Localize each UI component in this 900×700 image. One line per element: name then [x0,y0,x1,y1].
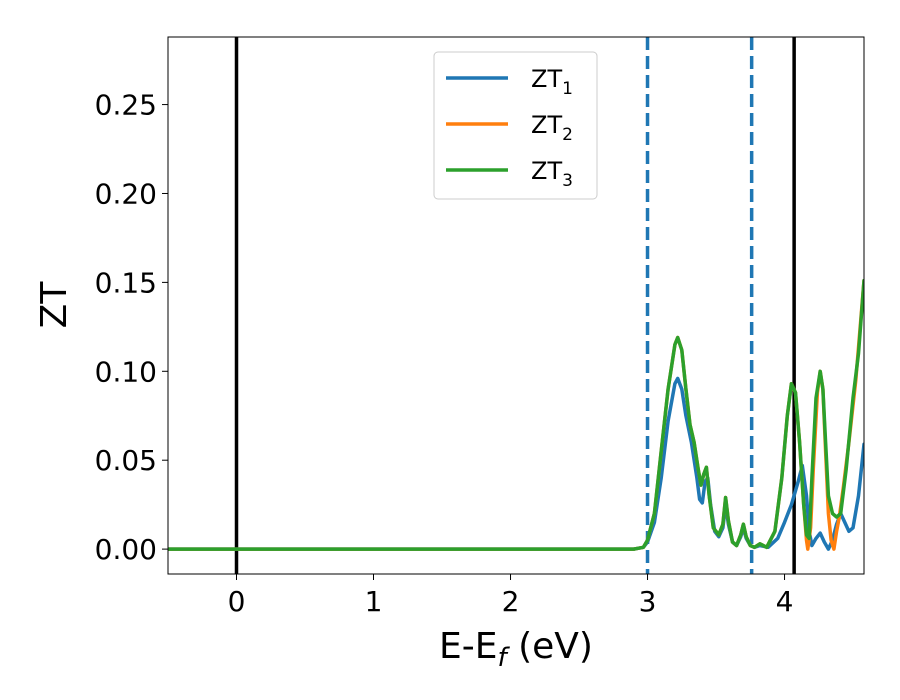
legend: ZT1 ZT2 ZT3 [433,51,598,200]
x-tick-label: 0 [228,585,246,618]
x-axis-title-main: E-E [439,626,497,667]
x-tick-label: 1 [365,585,383,618]
y-tick-label: 0.15 [95,266,157,299]
y-tick-label: 0.05 [95,444,157,477]
x-tick-label: 4 [776,585,794,618]
y-tick-label: 0.20 [95,177,157,210]
plot-frame [167,36,865,575]
y-tick-label: 0.00 [95,533,157,566]
y-tick-label: 0.10 [95,355,157,388]
y-tick-label: 0.25 [95,89,157,122]
series-line-3 [168,278,864,551]
legend-label-3: ZT3 [531,157,573,191]
legend-label-1: ZT1 [531,65,573,99]
x-axis-title-unit: (eV) [507,626,593,667]
series-lines [168,278,864,551]
x-tick-label: 3 [639,585,657,618]
x-axis-title: E-Ef (eV) [439,626,593,673]
legend-label-2: ZT2 [531,111,573,145]
legend-frame [433,51,598,200]
legend-entries: ZT1 ZT2 ZT3 [446,65,573,191]
x-tick-label: 2 [502,585,520,618]
y-axis-title: ZT [34,281,75,329]
reference-lines [234,37,796,574]
y-axis: 0.00 0.05 0.10 0.15 0.20 0.25 [95,89,168,566]
x-axis: 0 1 2 3 4 [228,574,794,618]
